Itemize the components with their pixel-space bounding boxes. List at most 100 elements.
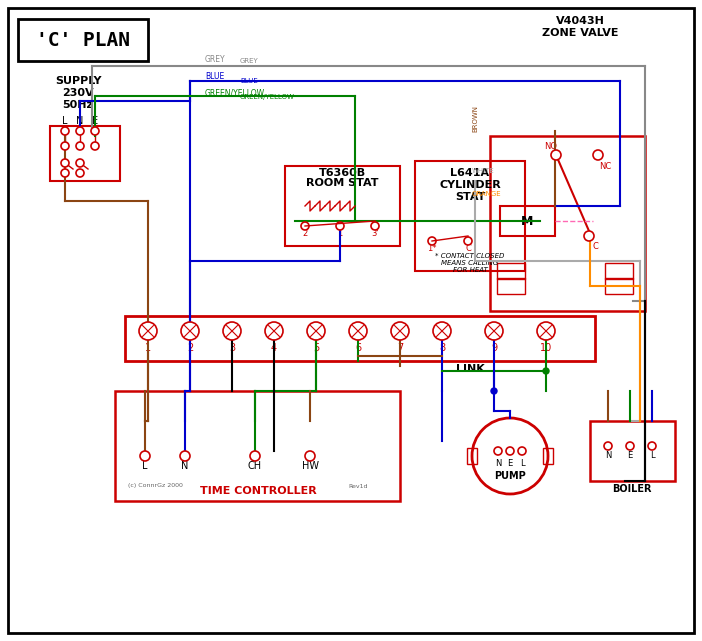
Circle shape (537, 322, 555, 340)
Text: ORANGE: ORANGE (472, 191, 502, 197)
Circle shape (472, 418, 548, 494)
Text: TIME CONTROLLER: TIME CONTROLLER (199, 486, 317, 496)
Circle shape (584, 231, 594, 241)
Text: 1*: 1* (428, 244, 437, 253)
Circle shape (494, 447, 502, 455)
Text: 3': 3' (371, 228, 379, 238)
Text: GREY: GREY (205, 55, 225, 64)
Text: SUPPLY: SUPPLY (55, 76, 101, 86)
Circle shape (604, 442, 612, 450)
Circle shape (506, 447, 514, 455)
Circle shape (433, 322, 451, 340)
Text: 6: 6 (355, 343, 361, 353)
Text: WHITE: WHITE (472, 168, 495, 174)
Text: C: C (465, 244, 471, 253)
Text: * CONTACT CLOSED
MEANS CALLING
FOR HEAT: * CONTACT CLOSED MEANS CALLING FOR HEAT (435, 253, 505, 273)
Circle shape (76, 159, 84, 167)
Circle shape (61, 169, 69, 177)
Circle shape (551, 150, 561, 160)
Text: E: E (508, 460, 512, 469)
Text: 4: 4 (271, 343, 277, 353)
Text: HW: HW (301, 461, 319, 471)
Text: 10: 10 (540, 343, 552, 353)
Circle shape (140, 451, 150, 461)
Circle shape (491, 388, 497, 394)
Circle shape (336, 222, 344, 230)
Circle shape (265, 322, 283, 340)
Circle shape (91, 127, 99, 135)
Circle shape (61, 142, 69, 150)
Text: 'C' PLAN: 'C' PLAN (36, 31, 130, 49)
Text: GREEN/YELLOW: GREEN/YELLOW (205, 88, 265, 97)
Text: T6360B: T6360B (319, 168, 366, 178)
Text: BOILER: BOILER (612, 484, 651, 494)
Text: L641A: L641A (451, 168, 489, 178)
Circle shape (61, 127, 69, 135)
Text: BLUE: BLUE (205, 72, 224, 81)
Text: 3: 3 (229, 343, 235, 353)
Circle shape (428, 237, 436, 245)
Text: L: L (62, 116, 68, 126)
Text: 2: 2 (187, 343, 193, 353)
Text: 230V: 230V (62, 88, 94, 98)
Text: 5: 5 (313, 343, 319, 353)
Circle shape (76, 169, 84, 177)
Circle shape (626, 442, 634, 450)
Circle shape (301, 222, 309, 230)
Text: BLUE: BLUE (240, 78, 258, 84)
Text: (c) ConnrGz 2000: (c) ConnrGz 2000 (128, 483, 183, 488)
Circle shape (307, 322, 325, 340)
Text: NO: NO (545, 142, 557, 151)
Circle shape (464, 237, 472, 245)
Text: C: C (592, 242, 598, 251)
Circle shape (76, 127, 84, 135)
Text: 50Hz: 50Hz (62, 100, 93, 110)
Text: CYLINDER: CYLINDER (439, 180, 501, 190)
Text: M: M (521, 215, 534, 228)
Text: L: L (519, 460, 524, 469)
Circle shape (543, 368, 549, 374)
Circle shape (76, 142, 84, 150)
Text: ZONE VALVE: ZONE VALVE (542, 28, 618, 38)
Text: L: L (143, 461, 147, 471)
Circle shape (391, 322, 409, 340)
Circle shape (139, 322, 157, 340)
Text: 9: 9 (491, 343, 497, 353)
Circle shape (371, 222, 379, 230)
Circle shape (305, 451, 315, 461)
Text: L: L (649, 451, 654, 460)
Text: E: E (628, 451, 633, 460)
Circle shape (61, 159, 69, 167)
Circle shape (593, 150, 603, 160)
Text: CH: CH (248, 461, 262, 471)
Text: ROOM STAT: ROOM STAT (306, 178, 378, 188)
Text: 7: 7 (397, 343, 403, 353)
Text: 2: 2 (303, 228, 307, 238)
Text: N: N (77, 116, 84, 126)
Text: 1: 1 (145, 343, 151, 353)
Circle shape (223, 322, 241, 340)
Text: 8: 8 (439, 343, 445, 353)
Text: GREY: GREY (240, 58, 259, 64)
Circle shape (91, 142, 99, 150)
Text: PUMP: PUMP (494, 471, 526, 481)
Text: BROWN: BROWN (472, 105, 478, 132)
Text: 1: 1 (338, 228, 343, 238)
Text: NC: NC (599, 162, 611, 171)
Text: N: N (495, 460, 501, 469)
Circle shape (349, 322, 367, 340)
Circle shape (181, 322, 199, 340)
Circle shape (250, 451, 260, 461)
Text: Rev1d: Rev1d (348, 483, 368, 488)
Text: N: N (605, 451, 611, 460)
Text: N: N (181, 461, 189, 471)
Text: GREEN/YELLOW: GREEN/YELLOW (240, 94, 295, 100)
Text: E: E (92, 116, 98, 126)
Circle shape (180, 451, 190, 461)
Text: V4043H: V4043H (555, 16, 604, 26)
Circle shape (485, 322, 503, 340)
Circle shape (648, 442, 656, 450)
Text: LINK: LINK (456, 364, 484, 374)
Circle shape (518, 447, 526, 455)
Text: STAT: STAT (455, 192, 485, 202)
